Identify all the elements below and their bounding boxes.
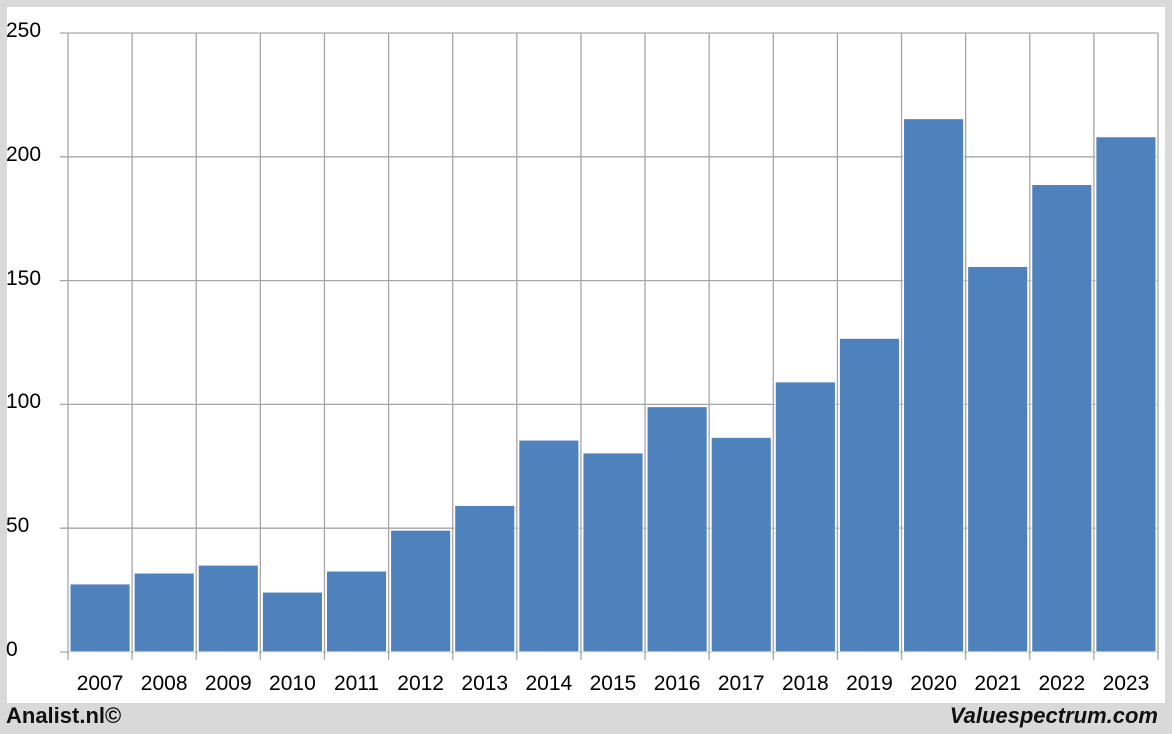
y-tick-label: 50 — [6, 514, 30, 538]
y-tick-label: 200 — [6, 142, 42, 166]
x-tick-label: 2007 — [76, 672, 124, 695]
x-tick-label: 2016 — [653, 672, 701, 695]
bar-2022 — [1031, 184, 1093, 653]
bar-2010 — [261, 591, 323, 653]
source-credit-left: Analist.nl© — [6, 703, 122, 728]
bar-2009 — [197, 564, 259, 653]
bar-2017 — [710, 436, 772, 653]
x-tick-label: 2012 — [397, 672, 444, 695]
x-tick-label: 2020 — [910, 672, 957, 695]
x-tick-label: 2023 — [1102, 672, 1150, 695]
bar-2016 — [646, 406, 708, 653]
bar-2013 — [454, 504, 516, 653]
source-credit-right: Valuespectrum.com — [949, 703, 1158, 728]
bar-2018 — [774, 381, 836, 653]
bar-2015 — [582, 452, 644, 653]
y-tick-label: 0 — [6, 638, 18, 661]
bar-2007 — [69, 583, 131, 653]
bar-2019 — [838, 337, 901, 653]
x-tick-label: 2017 — [717, 672, 765, 695]
x-tick-label: 2010 — [269, 672, 316, 695]
bar-2008 — [133, 572, 195, 653]
bar-2011 — [325, 570, 388, 653]
y-tick-label: 250 — [6, 19, 42, 42]
y-tick-label: 150 — [6, 266, 42, 290]
x-tick-label: 2013 — [461, 672, 509, 695]
x-tick-label: 2019 — [846, 672, 893, 695]
bar-2014 — [518, 439, 580, 653]
bar-2020 — [903, 118, 965, 653]
x-tick-label: 2011 — [333, 672, 380, 695]
bar-2012 — [390, 529, 452, 653]
x-tick-label: 2014 — [525, 672, 573, 695]
x-tick-label: 2022 — [1038, 672, 1086, 695]
y-tick-label: 100 — [6, 390, 42, 414]
x-tick-label: 2018 — [781, 672, 829, 695]
x-tick-label: 2021 — [974, 672, 1022, 695]
x-tick-label: 2008 — [140, 672, 188, 695]
x-tick-label: 2015 — [589, 672, 637, 695]
x-tick-label: 2009 — [204, 672, 252, 695]
bar-2021 — [967, 265, 1029, 653]
bar-2023 — [1095, 136, 1157, 653]
